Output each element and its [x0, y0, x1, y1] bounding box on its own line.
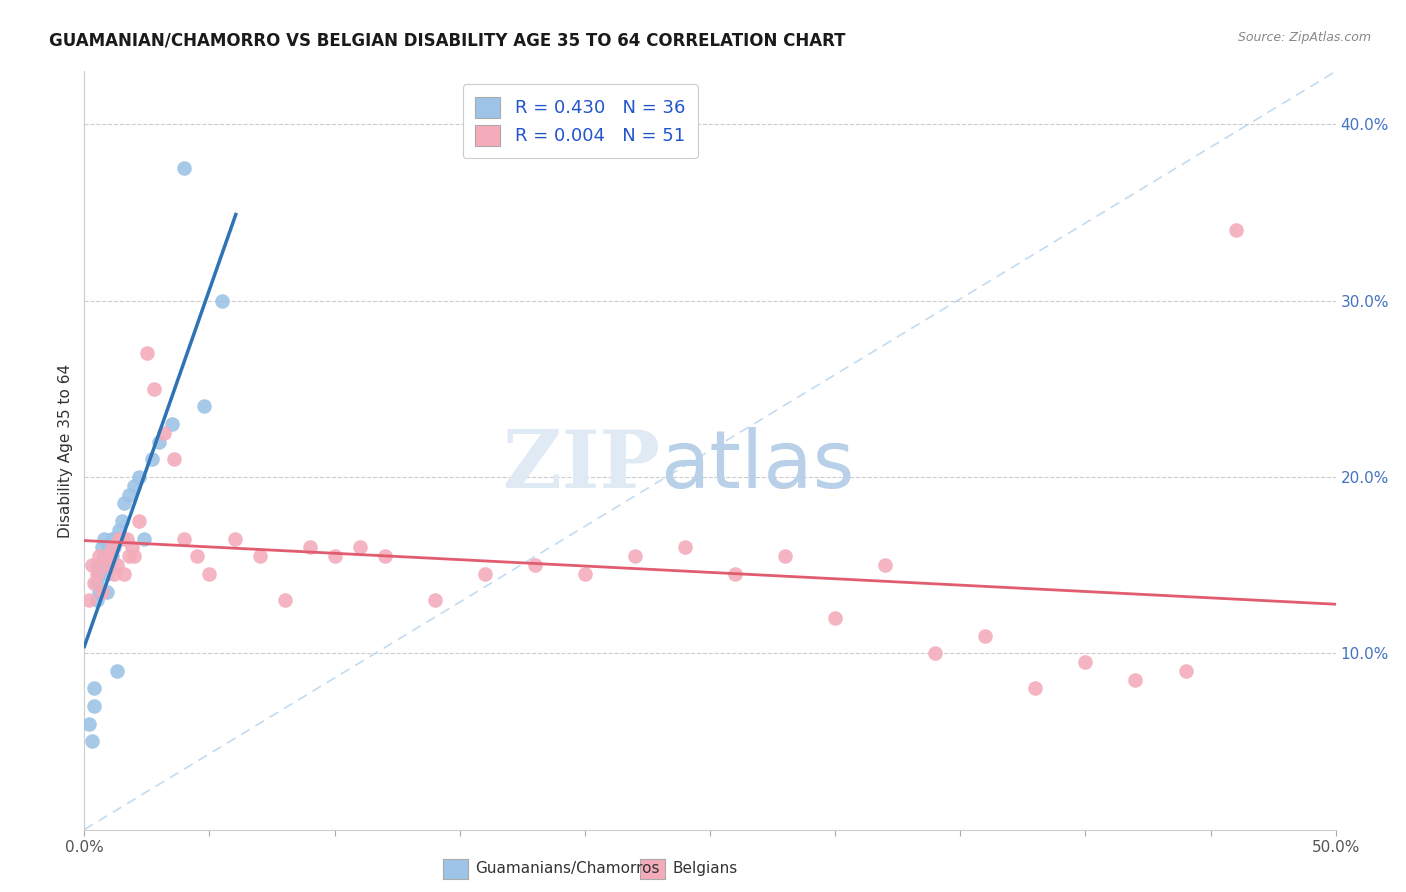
Point [624, 549, 647, 564]
Point [80, 558, 103, 572]
Point [83, 681, 105, 696]
Point [211, 293, 233, 308]
Point [86, 575, 108, 590]
Point [101, 541, 124, 555]
Y-axis label: Disability Age 35 to 64: Disability Age 35 to 64 [58, 363, 73, 538]
Point [128, 514, 150, 528]
Point [103, 532, 125, 546]
Point [90, 541, 112, 555]
Point [112, 496, 135, 510]
Point [112, 566, 135, 581]
Point [128, 470, 150, 484]
Point [121, 541, 143, 555]
Point [273, 593, 295, 607]
Point [89, 584, 111, 599]
Point [163, 452, 186, 467]
Text: ZIP: ZIP [503, 426, 659, 505]
Point [249, 549, 271, 564]
Point [83, 575, 105, 590]
Point [108, 523, 131, 537]
Text: Guamanians/Chamorros: Guamanians/Chamorros [475, 862, 659, 876]
Point [773, 549, 796, 564]
Point [79, 716, 101, 731]
Point [93, 532, 115, 546]
Point [374, 549, 396, 564]
Point [124, 549, 146, 564]
Point [474, 566, 496, 581]
Point [1024, 681, 1046, 696]
Point [173, 532, 195, 546]
Point [875, 558, 897, 572]
Point [108, 532, 131, 546]
Text: atlas: atlas [659, 426, 855, 505]
Point [160, 417, 183, 431]
Point [86, 566, 108, 581]
Point [924, 646, 946, 660]
Point [98, 558, 121, 572]
Point [93, 558, 115, 572]
Point [136, 346, 159, 360]
Point [523, 558, 546, 572]
Point [111, 532, 134, 546]
Point [224, 532, 246, 546]
Point [574, 566, 596, 581]
Point [98, 549, 121, 564]
Point [193, 400, 215, 414]
Point [724, 566, 747, 581]
Text: Source: ZipAtlas.com: Source: ZipAtlas.com [1237, 31, 1371, 45]
Point [89, 549, 111, 564]
Point [153, 425, 176, 440]
Point [80, 734, 103, 748]
Point [86, 593, 108, 607]
Point [143, 382, 166, 396]
Point [103, 566, 125, 581]
Point [115, 532, 138, 546]
Text: Belgians: Belgians [672, 862, 737, 876]
Point [298, 541, 321, 555]
Point [323, 549, 346, 564]
Point [148, 434, 170, 449]
Point [423, 593, 446, 607]
Point [673, 541, 696, 555]
Point [98, 541, 121, 555]
Text: GUAMANIAN/CHAMORRO VS BELGIAN DISABILITY AGE 35 TO 64 CORRELATION CHART: GUAMANIAN/CHAMORRO VS BELGIAN DISABILITY… [49, 31, 846, 49]
Point [93, 549, 115, 564]
Point [198, 566, 221, 581]
Point [96, 566, 118, 581]
Point [89, 566, 111, 581]
Point [90, 558, 112, 572]
Point [103, 541, 125, 555]
Point [101, 532, 124, 546]
Point [1074, 655, 1097, 669]
Point [111, 514, 134, 528]
Point [96, 549, 118, 564]
Point [90, 584, 112, 599]
Point [96, 584, 118, 599]
Point [101, 549, 124, 564]
Point [349, 541, 371, 555]
Point [173, 161, 195, 176]
Point [824, 611, 846, 625]
Point [974, 629, 997, 643]
Point [96, 549, 118, 564]
Point [118, 549, 141, 564]
Point [1174, 664, 1197, 678]
Point [83, 699, 105, 714]
Point [186, 549, 208, 564]
Legend: R = 0.430   N = 36, R = 0.004   N = 51: R = 0.430 N = 36, R = 0.004 N = 51 [463, 84, 697, 159]
Point [141, 452, 163, 467]
Point [1125, 673, 1147, 687]
Point [1225, 223, 1247, 237]
Point [134, 532, 156, 546]
Point [105, 558, 128, 572]
Point [86, 558, 108, 572]
Point [105, 664, 128, 678]
Point [79, 593, 101, 607]
Point [118, 487, 141, 501]
Point [124, 479, 146, 493]
